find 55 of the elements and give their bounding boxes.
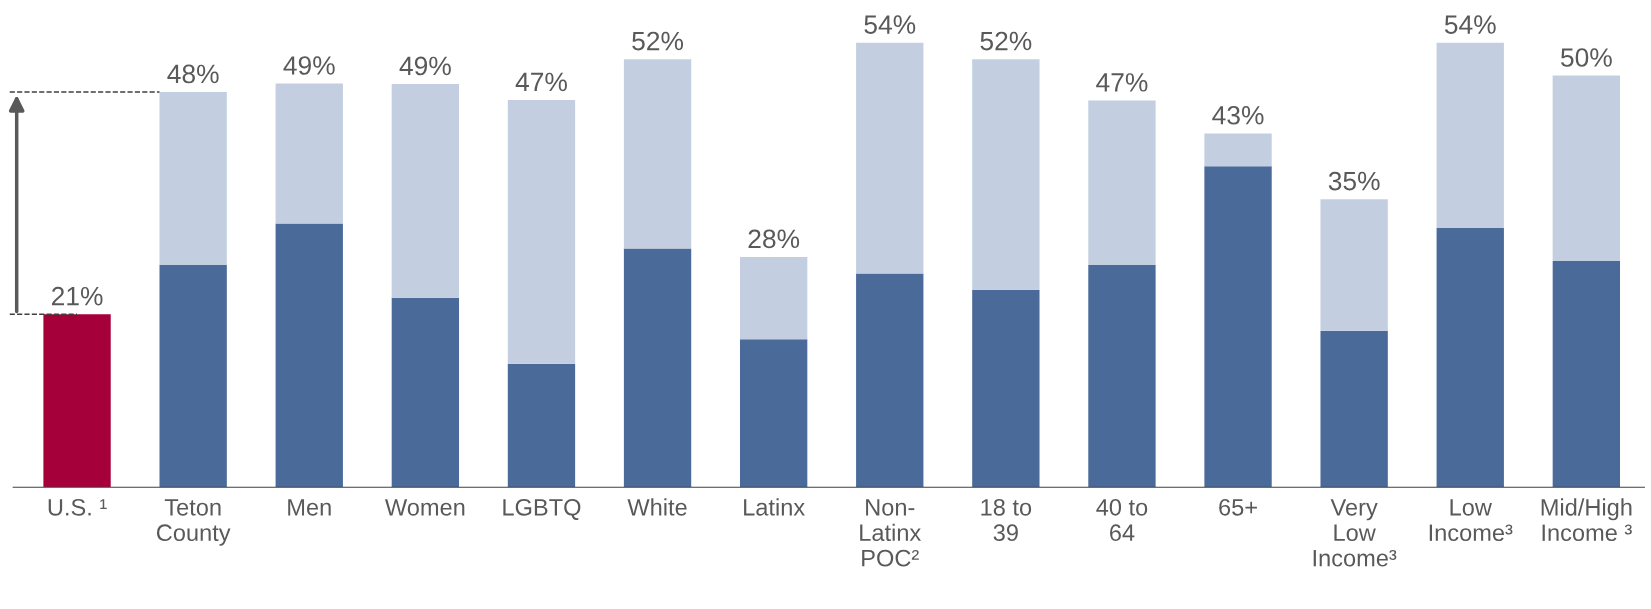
bar <box>1320 330 1388 488</box>
annotation: 43% <box>1212 105 1264 125</box>
bar <box>856 42 924 274</box>
bar <box>856 273 924 488</box>
bar <box>275 83 343 224</box>
bar <box>43 314 111 488</box>
bar <box>275 223 343 488</box>
bar <box>739 256 808 340</box>
bar <box>1320 199 1388 331</box>
bar <box>623 248 692 488</box>
x-tick-label: Teton County <box>156 499 231 546</box>
bar <box>972 59 1040 290</box>
bar <box>391 297 460 488</box>
text: 54% <box>1444 15 1496 34</box>
annotation: 52% <box>980 31 1032 51</box>
bar <box>507 363 576 488</box>
bar <box>391 84 460 298</box>
bar <box>159 264 227 488</box>
bar <box>159 92 227 265</box>
x-tick-label: Men <box>288 499 331 516</box>
annotation: 35% <box>1328 171 1380 191</box>
x-tick-label: 65+ <box>1219 498 1257 516</box>
annotation: 47% <box>1096 73 1148 92</box>
bar <box>1436 228 1504 488</box>
bar <box>1088 100 1156 265</box>
bar <box>623 59 692 249</box>
x-tick-label: 18 to 39 <box>981 498 1032 542</box>
annotation: 49% <box>283 56 335 75</box>
annotation: 47% <box>515 72 567 92</box>
x-tick-label: Mid/High Income ³ <box>1541 498 1632 542</box>
x-tick-label: Latinx <box>744 498 805 516</box>
annotation: 52% <box>632 31 684 51</box>
text: 54% <box>864 15 916 34</box>
x-tick-label: 40 to 64 <box>1096 498 1148 542</box>
x-tick-label: U.S. ¹ <box>48 498 107 516</box>
annotation: 48% <box>167 64 219 84</box>
bar <box>739 339 808 488</box>
bar <box>1436 42 1504 229</box>
bar <box>1088 264 1156 488</box>
x-tick-label: Very Low Income³ <box>1313 499 1397 567</box>
x-tick-label: LGBTQ <box>503 498 581 520</box>
annotation: 21% <box>51 286 103 306</box>
bar <box>1552 75 1621 261</box>
bar <box>1552 260 1621 488</box>
x-tick-label: Non- Latinx POC² <box>860 499 921 567</box>
bar <box>1204 133 1272 167</box>
annotation: 28% <box>748 229 800 249</box>
bar <box>972 289 1040 488</box>
annotation: 50% <box>1560 48 1612 67</box>
bar <box>507 100 576 364</box>
annotation: 49% <box>399 56 451 76</box>
x-tick-label: Low Income³ <box>1429 499 1513 542</box>
bar <box>1204 166 1272 488</box>
x-tick-label: Women <box>385 499 465 516</box>
x-tick-label: White <box>627 498 687 516</box>
